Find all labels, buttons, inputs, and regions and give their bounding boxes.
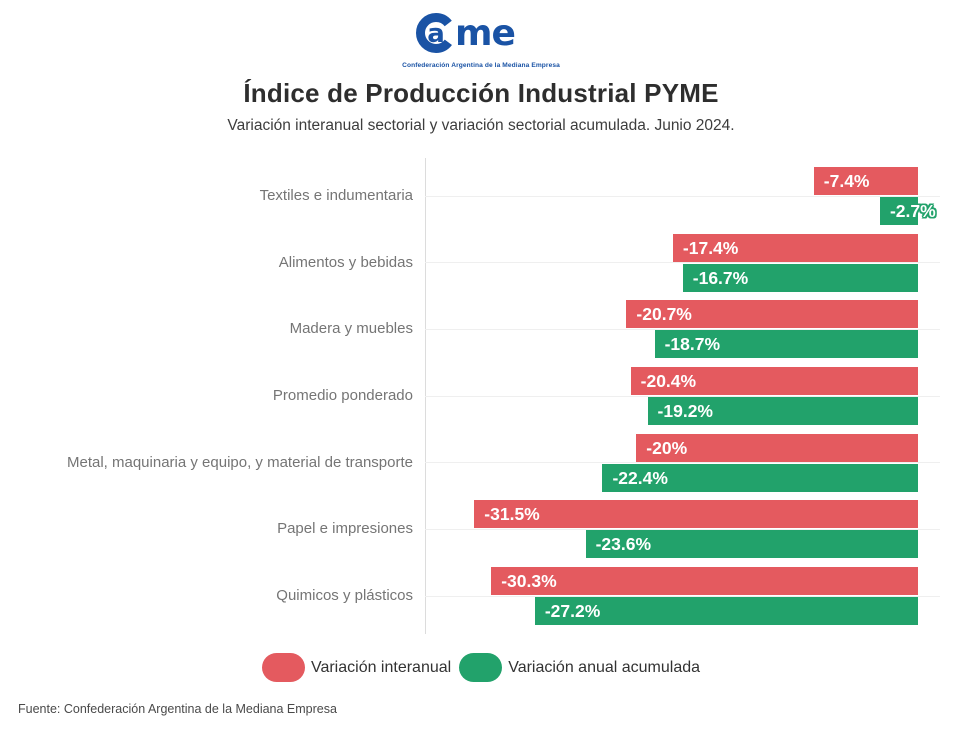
bar-value-label: -18.7% xyxy=(664,334,721,355)
gridline xyxy=(425,528,940,530)
gridline xyxy=(425,262,940,264)
came-logo: a me Confederación Argentina de la Media… xyxy=(396,12,566,69)
legend-swatch-interanual xyxy=(261,653,305,682)
category-label: Madera y muebles xyxy=(289,320,413,338)
bar-interanual: -20.7% xyxy=(626,300,918,329)
bar-value-label: -31.5% xyxy=(484,504,540,525)
legend-item-acumulada: Variación anual acumulada xyxy=(459,653,700,682)
bar-acumulada: -18.7% xyxy=(654,330,918,359)
legend-label-interanual: Variación interanual xyxy=(310,658,452,676)
bar-value-label: -16.7% xyxy=(692,267,749,288)
bar-value-label: -20.4% xyxy=(640,371,697,391)
bar-value-label: -7.4% xyxy=(823,171,870,191)
page-title: Índice de Producción Industrial PYME xyxy=(243,78,719,108)
bar-acumulada: -22.4% xyxy=(602,463,918,492)
bar-interanual: -17.4% xyxy=(672,233,918,262)
gridline xyxy=(425,395,940,397)
category-label: Textiles e indumentaria xyxy=(259,187,413,204)
bar-interanual: -20% xyxy=(636,433,918,462)
category-label: Quimicos y plásticos xyxy=(276,587,413,605)
bar-interanual: -30.3% xyxy=(491,567,918,596)
gridline xyxy=(425,328,940,330)
bar-acumulada: -16.7% xyxy=(682,263,918,292)
svg-text:a: a xyxy=(427,19,445,49)
category-label: Papel e impresiones xyxy=(277,520,413,538)
came-logo-tagline: Confederación Argentina de la Mediana Em… xyxy=(402,62,560,69)
gridline xyxy=(425,462,940,464)
category-label: Alimentos y bebidas xyxy=(278,253,413,271)
bar-value-label: -23.6% xyxy=(595,534,652,555)
category-label: Metal, maquinaria y equipo, y material d… xyxy=(66,453,413,471)
bar-value-label: -27.2% xyxy=(544,601,601,622)
bar-value-label: -30.3% xyxy=(501,571,557,592)
category-label: Promedio ponderado xyxy=(272,387,413,404)
bar-value-label: -22.4% xyxy=(612,467,668,488)
svg-text:me: me xyxy=(455,13,515,54)
bar-value-label: -2.7% xyxy=(889,201,936,221)
gridline xyxy=(425,595,940,597)
bar-interanual: -7.4% xyxy=(813,167,918,195)
bar-acumulada: -2.7% xyxy=(879,197,936,225)
legend-swatch-acumulada xyxy=(459,653,503,682)
bar-value-label: -20% xyxy=(646,437,688,458)
bar-acumulada: -27.2% xyxy=(534,597,918,626)
bar-value-label: -17.4% xyxy=(682,237,739,258)
came-logo-mark: a me xyxy=(416,13,516,54)
chart-legend: Variación interanual Variación anual acu… xyxy=(0,653,962,682)
source-note: Fuente: Confederación Argentina de la Me… xyxy=(18,702,337,716)
bar-value-label: -20.7% xyxy=(636,304,692,325)
bar-acumulada: -19.2% xyxy=(647,397,918,425)
bar-value-label: -19.2% xyxy=(657,401,713,421)
page-subtitle: Variación interanual sectorial y variaci… xyxy=(227,117,735,134)
bar-interanual: -31.5% xyxy=(474,500,918,529)
gridline xyxy=(425,195,940,197)
bar-interanual: -20.4% xyxy=(630,367,918,395)
legend-item-interanual: Variación interanual xyxy=(261,653,452,682)
legend-label-acumulada: Variación anual acumulada xyxy=(508,658,701,676)
bar-acumulada: -23.6% xyxy=(585,530,918,559)
